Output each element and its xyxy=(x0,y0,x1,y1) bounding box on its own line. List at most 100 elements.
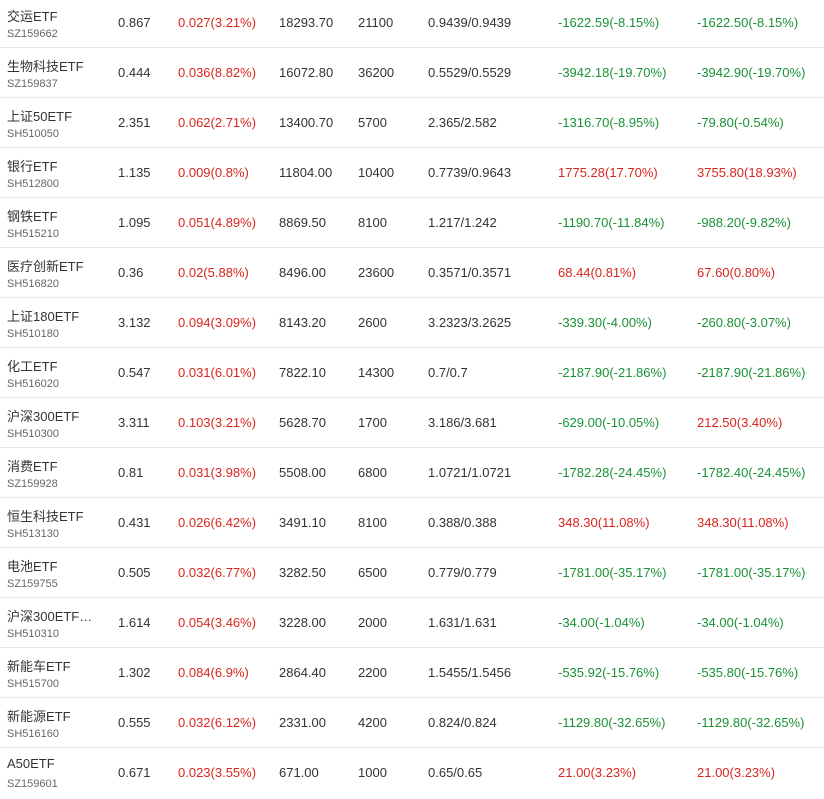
fund-name-cell[interactable]: 医疗创新ETF SH516820 xyxy=(7,248,107,297)
table-row[interactable]: 上证50ETF SH510050 2.351 0.062(2.71%) 13400.70… xyxy=(0,98,824,148)
current-price: 0.431 xyxy=(118,515,151,530)
total-profit-loss: 212.50(3.40%) xyxy=(697,415,783,430)
cost-price: 3.2323/3.2625 xyxy=(428,315,512,330)
market-value: 11804.00 xyxy=(279,165,333,180)
holding-profit-loss: -3942.18(-19.70%) xyxy=(558,65,667,80)
fund-name-cell[interactable]: A50ETF SZ159601 xyxy=(7,748,107,797)
fund-name: 新能车ETF xyxy=(7,659,71,674)
fund-code: SH512800 xyxy=(7,178,59,190)
fund-name: A50ETF xyxy=(7,756,55,771)
table-row[interactable]: 电池ETF SZ159755 0.505 0.032(6.77%) 3282.50 650… xyxy=(0,548,824,598)
fund-name: 化工ETF xyxy=(7,359,58,374)
holding-quantity: 2200 xyxy=(358,665,387,680)
table-row[interactable]: 沪深300ETF SH510300 3.311 0.103(3.21%) 5628.70… xyxy=(0,398,824,448)
total-profit-loss: -79.80(-0.54%) xyxy=(697,115,784,130)
market-value: 3228.00 xyxy=(279,615,326,630)
table-row[interactable]: 沪深300ETF… SH510310 1.614 0.054(3.46%) 3228.0… xyxy=(0,598,824,648)
current-price: 3.132 xyxy=(118,315,151,330)
total-profit-loss: -1622.50(-8.15%) xyxy=(697,15,799,30)
market-value: 8496.00 xyxy=(279,265,326,280)
total-profit-loss: 348.30(11.08%) xyxy=(697,515,789,530)
fund-name: 沪深300ETF xyxy=(7,409,80,424)
fund-name-cell[interactable]: 生物科技ETF SZ159837 xyxy=(7,48,107,97)
cost-price: 0.5529/0.5529 xyxy=(428,65,512,80)
market-value: 3282.50 xyxy=(279,565,326,580)
holding-quantity: 21100 xyxy=(358,15,394,30)
holding-quantity: 1000 xyxy=(358,765,387,780)
fund-name-cell[interactable]: 电池ETF SZ159755 xyxy=(7,548,107,597)
total-profit-loss: -1781.00(-35.17%) xyxy=(697,565,806,580)
table-row[interactable]: 恒生科技ETF SH513130 0.431 0.026(6.42%) 3491.10 8… xyxy=(0,498,824,548)
fund-code: SZ159837 xyxy=(7,78,58,90)
fund-name-cell[interactable]: 沪深300ETF… SH510310 xyxy=(7,598,107,647)
market-value: 8869.50 xyxy=(279,215,326,230)
holding-quantity: 36200 xyxy=(358,65,395,80)
cost-price: 2.365/2.582 xyxy=(428,115,497,130)
table-row[interactable]: 交运ETF SZ159662 0.867 0.027(3.21%) 18293.70 21… xyxy=(0,0,824,48)
fund-name-cell[interactable]: 上证50ETF SH510050 xyxy=(7,98,107,147)
cost-price: 0.7739/0.9643 xyxy=(428,165,512,180)
fund-name: 消费ETF xyxy=(7,459,58,474)
fund-name: 沪深300ETF… xyxy=(7,609,93,624)
cost-price: 1.631/1.631 xyxy=(428,615,497,630)
current-price: 0.36 xyxy=(118,265,144,280)
market-value: 16072.80 xyxy=(279,65,334,80)
holding-profit-loss: -535.92(-15.76%) xyxy=(558,665,660,680)
holding-profit-loss: 21.00(3.23%) xyxy=(558,765,637,780)
price-change: 0.031(3.98%) xyxy=(178,465,257,480)
fund-name-cell[interactable]: 新能源ETF SH516160 xyxy=(7,698,107,747)
holding-profit-loss: -1316.70(-8.95%) xyxy=(558,115,660,130)
cost-price: 1.0721/1.0721 xyxy=(428,465,512,480)
holding-profit-loss: -34.00(-1.04%) xyxy=(558,615,645,630)
table-row[interactable]: 钢铁ETF SH515210 1.095 0.051(4.89%) 8869.50 810… xyxy=(0,198,824,248)
fund-code: SH510310 xyxy=(7,628,59,640)
table-row[interactable]: 新能车ETF SH515700 1.302 0.084(6.9%) 2864.40 220… xyxy=(0,648,824,698)
fund-name-cell[interactable]: 交运ETF SZ159662 xyxy=(7,0,107,47)
price-change: 0.009(0.8%) xyxy=(178,165,249,180)
price-change: 0.094(3.09%) xyxy=(178,315,257,330)
fund-code: SZ159601 xyxy=(7,778,58,790)
fund-name-cell[interactable]: 沪深300ETF SH510300 xyxy=(7,398,107,447)
table-row[interactable]: 上证180ETF SH510180 3.132 0.094(3.09%) 8143.20… xyxy=(0,298,824,348)
market-value: 13400.70 xyxy=(279,115,334,130)
fund-name-cell[interactable]: 上证180ETF SH510180 xyxy=(7,298,107,347)
fund-name-cell[interactable]: 恒生科技ETF SH513130 xyxy=(7,498,107,547)
table-row[interactable]: 化工ETF SH516020 0.547 0.031(6.01%) 7822.10 143… xyxy=(0,348,824,398)
holding-profit-loss: 68.44(0.81%) xyxy=(558,265,637,280)
current-price: 0.671 xyxy=(118,765,151,780)
market-value: 2331.00 xyxy=(279,715,326,730)
table-row[interactable]: 医疗创新ETF SH516820 0.36 0.02(5.88%) 8496.00 236… xyxy=(0,248,824,298)
fund-name-cell[interactable]: 银行ETF SH512800 xyxy=(7,148,107,197)
fund-name-cell[interactable]: 消费ETF SZ159928 xyxy=(7,448,107,497)
price-change: 0.051(4.89%) xyxy=(178,215,257,230)
holding-profit-loss: 1775.28(17.70%) xyxy=(558,165,658,180)
total-profit-loss: -1782.40(-24.45%) xyxy=(697,465,806,480)
holding-profit-loss: -629.00(-10.05%) xyxy=(558,415,660,430)
holding-quantity: 4200 xyxy=(358,715,387,730)
cost-price: 1.5455/1.5456 xyxy=(428,665,512,680)
fund-code: SH510300 xyxy=(7,428,59,440)
market-value: 18293.70 xyxy=(279,15,334,30)
table-row[interactable]: 消费ETF SZ159928 0.81 0.031(3.98%) 5508.00 6800… xyxy=(0,448,824,498)
cost-price: 0.3571/0.3571 xyxy=(428,265,512,280)
cost-price: 0.65/0.65 xyxy=(428,765,483,780)
market-value: 671.00 xyxy=(279,765,319,780)
holding-quantity: 2600 xyxy=(358,315,387,330)
current-price: 0.81 xyxy=(118,465,144,480)
market-value: 8143.20 xyxy=(279,315,326,330)
fund-name-cell[interactable]: 化工ETF SH516020 xyxy=(7,348,107,397)
cost-price: 0.388/0.388 xyxy=(428,515,497,530)
holding-quantity: 5700 xyxy=(358,115,387,130)
holding-quantity: 8100 xyxy=(358,215,387,230)
fund-name-cell[interactable]: 钢铁ETF SH515210 xyxy=(7,198,107,247)
current-price: 3.311 xyxy=(118,415,150,430)
table-row[interactable]: 银行ETF SH512800 1.135 0.009(0.8%) 11804.00 104… xyxy=(0,148,824,198)
table-row[interactable]: 新能源ETF SH516160 0.555 0.032(6.12%) 2331.00 42… xyxy=(0,698,824,748)
table-row[interactable]: 生物科技ETF SZ159837 0.444 0.036(8.82%) 16072.80… xyxy=(0,48,824,98)
fund-name: 钢铁ETF xyxy=(7,209,58,224)
table-row[interactable]: A50ETF SZ159601 0.671 0.023(3.55%) 671.00 100… xyxy=(0,748,824,798)
current-price: 0.867 xyxy=(118,15,151,30)
fund-name-cell[interactable]: 新能车ETF SH515700 xyxy=(7,648,107,697)
fund-code: SZ159928 xyxy=(7,478,58,490)
